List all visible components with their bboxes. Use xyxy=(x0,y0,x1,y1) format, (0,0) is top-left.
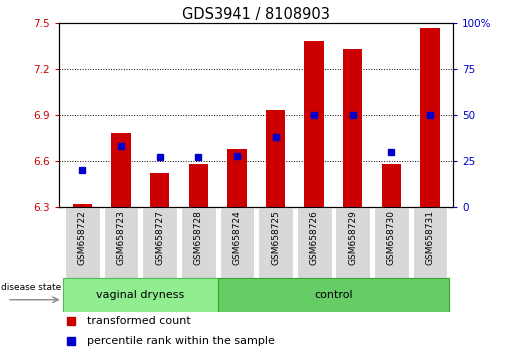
Text: GSM658729: GSM658729 xyxy=(348,210,357,265)
Text: disease state: disease state xyxy=(2,283,62,292)
Bar xyxy=(258,207,293,278)
Bar xyxy=(188,164,208,207)
Bar xyxy=(413,207,448,278)
Bar xyxy=(382,164,401,207)
Bar xyxy=(142,207,177,278)
Text: GSM658731: GSM658731 xyxy=(425,210,435,265)
Bar xyxy=(374,207,409,278)
Bar xyxy=(420,28,440,207)
Text: GSM658724: GSM658724 xyxy=(232,210,242,265)
Bar xyxy=(217,278,449,312)
Text: control: control xyxy=(314,290,353,300)
Text: GSM658723: GSM658723 xyxy=(116,210,126,265)
Bar xyxy=(181,207,216,278)
Bar xyxy=(219,207,254,278)
Bar xyxy=(227,149,247,207)
Bar xyxy=(104,207,139,278)
Text: GSM658725: GSM658725 xyxy=(271,210,280,265)
Bar xyxy=(335,207,370,278)
Text: GSM658726: GSM658726 xyxy=(310,210,319,265)
Text: GSM658722: GSM658722 xyxy=(78,210,87,265)
Text: GSM658727: GSM658727 xyxy=(155,210,164,265)
Text: percentile rank within the sample: percentile rank within the sample xyxy=(87,336,274,346)
Bar xyxy=(111,133,131,207)
Bar xyxy=(297,207,332,278)
Bar xyxy=(63,278,217,312)
Text: transformed count: transformed count xyxy=(87,316,191,326)
Title: GDS3941 / 8108903: GDS3941 / 8108903 xyxy=(182,7,330,22)
Text: GSM658728: GSM658728 xyxy=(194,210,203,265)
Bar xyxy=(266,110,285,207)
Bar xyxy=(73,204,92,207)
Text: vaginal dryness: vaginal dryness xyxy=(96,290,184,300)
Bar xyxy=(304,41,324,207)
Bar xyxy=(343,49,363,207)
Bar xyxy=(65,207,100,278)
Bar xyxy=(150,173,169,207)
Text: GSM658730: GSM658730 xyxy=(387,210,396,265)
